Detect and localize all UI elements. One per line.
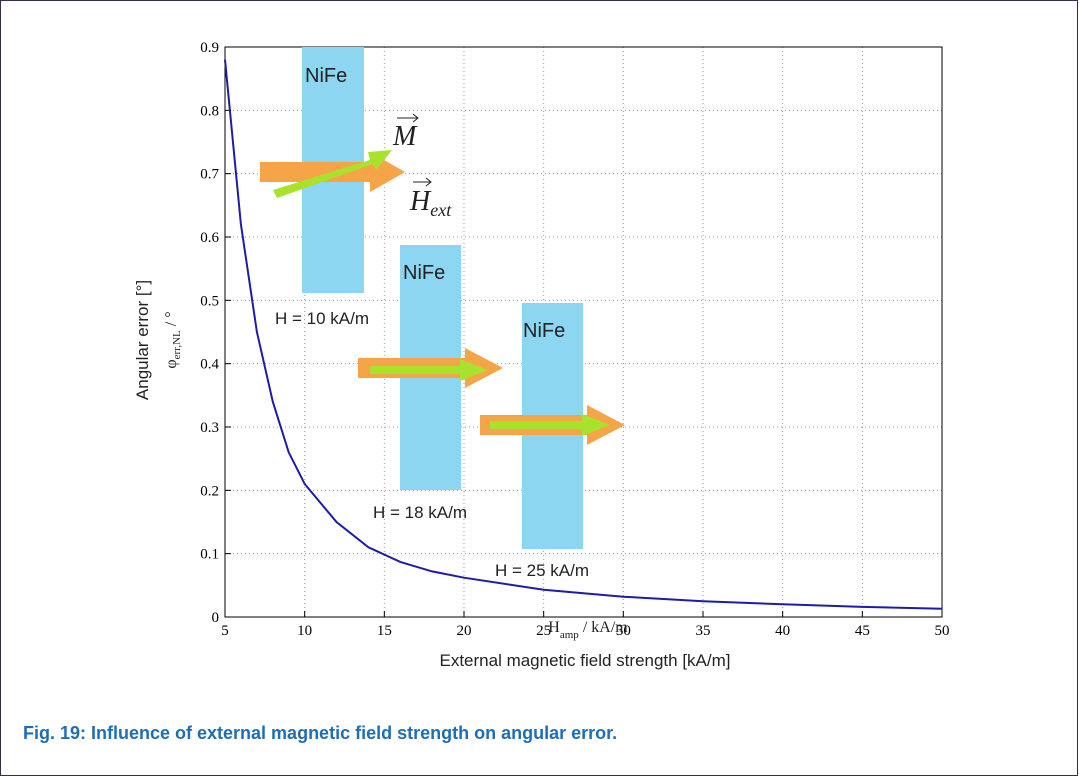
subscript: amp [560,629,579,641]
x-tick-label: 40 [775,623,790,639]
x-axis-symbol-label: Hamp / kA/m [548,619,628,641]
magnetization-arrow [273,150,392,198]
y-tick-label: 0 [212,610,220,626]
x-tick-label: 50 [935,623,950,639]
x-tick-label: 15 [377,623,392,639]
unit: / kA/m [583,619,628,636]
y-tick-label: 0.9 [200,40,219,56]
field-label: H = 18 kA/m [373,503,467,522]
y-tick-label: 0.2 [200,483,219,499]
symbol: φ [163,359,180,368]
vector-arrow [397,113,419,123]
symbol: H [409,186,432,217]
vector-arrow [413,177,432,187]
x-axis-label: External magnetic field strength [kA/m] [439,651,730,670]
y-tick-label: 0.6 [200,230,219,246]
y-tick-label: 0.4 [200,357,219,373]
y-tick-label: 0.1 [200,547,219,563]
x-tick-label: 45 [855,623,870,639]
x-tick-label: 35 [696,623,711,639]
y-tick-label: 0.5 [200,293,219,309]
data-line [224,59,943,610]
subscript: err,NL [171,330,183,359]
x-tick-label: 30 [616,623,631,639]
unit: / ° [163,311,180,326]
material-label: NiFe [403,262,445,284]
subscript: ext [430,200,452,220]
material-label: NiFe [523,320,565,342]
magnetization-arrow [490,414,610,436]
plot: 0 0.1 0.2 0.3 0.4 0.5 0.6 0.7 0.8 0.9 5 10 15 20 25 30 3… [200,40,949,639]
symbol: H [548,619,560,636]
plot-border [224,46,943,618]
y-tick-label: 0.3 [200,420,219,436]
magnetization-arrow [370,359,488,381]
y-axis-label: Angular error [°] [133,280,152,400]
caption: Fig. 19: Influence of external magnetic … [23,723,617,743]
magnetization-symbol: M [392,121,418,152]
y-axis-symbol-label: φerr,NL / ° [163,311,183,368]
y-tick-label: 0.8 [200,103,219,119]
material-label: NiFe [305,65,347,87]
field-label: H = 10 kA/m [275,309,369,328]
x-tick-label: 25 [536,623,551,639]
external-field-symbol: Hext [409,186,452,220]
x-tick-label: 20 [457,623,472,639]
field-label: H = 25 kA/m [495,561,589,580]
x-tick-label: 10 [297,623,312,639]
illustrations: NiFe NiFe NiFe H = 10 kA/m H = 18 kA/m H… [260,47,625,580]
x-tick-label: 5 [221,623,229,639]
y-tick-label: 0.7 [200,167,219,183]
